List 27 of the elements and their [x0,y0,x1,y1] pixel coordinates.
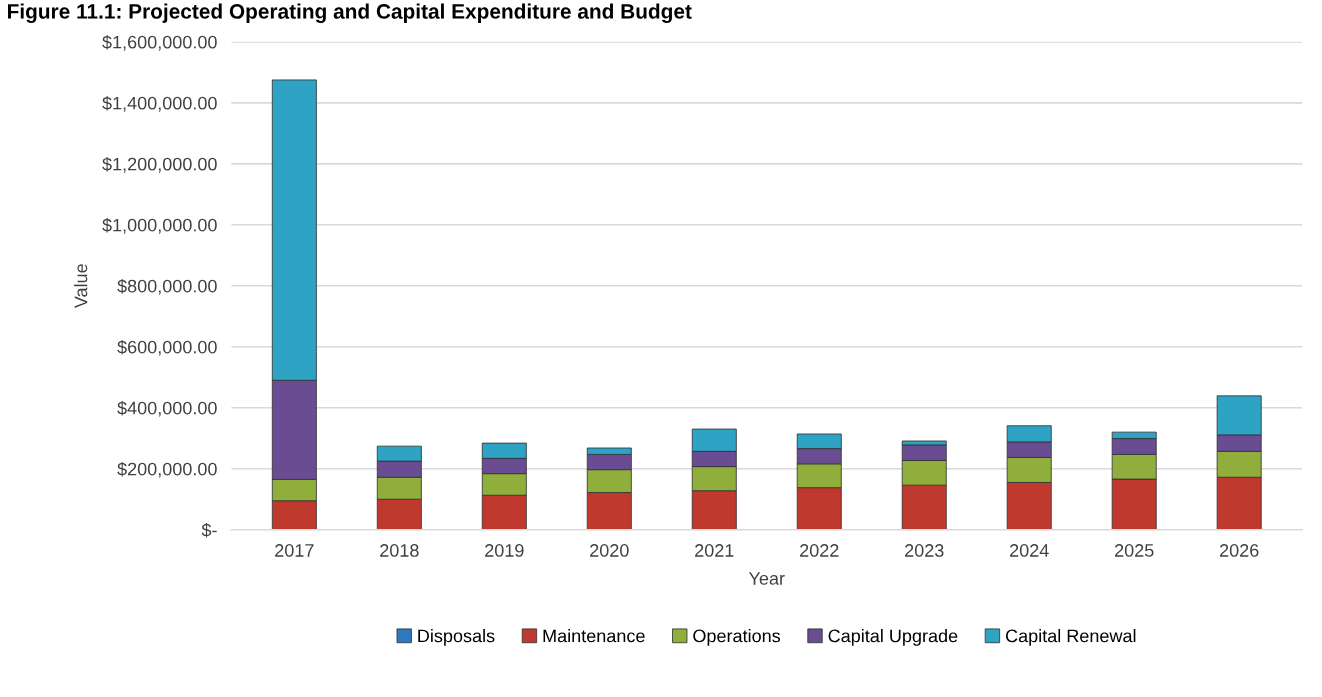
y-tick-label: $600,000.00 [117,339,217,356]
legend-label: Maintenance [543,629,645,643]
y-tick-label: $200,000.00 [117,461,217,478]
y-tick-label: $1,000,000.00 [102,217,217,234]
x-tick-label: 2025 [1115,544,1154,557]
y-tick-label: $1,600,000.00 [102,35,217,51]
x-tick-label: 2026 [1220,544,1259,557]
y-axis-title: Value [74,264,88,309]
x-tick-label: 2021 [695,544,734,557]
legend-label: Operations [693,629,781,646]
x-tick-label: 2023 [905,544,944,557]
legend-label: Capital Renewal [1005,629,1136,646]
x-tick-label: 2022 [800,544,839,557]
y-tick-label: $400,000.00 [117,400,217,417]
x-axis-title: Year [748,572,785,585]
legend-label: Capital Upgrade [828,629,958,646]
y-tick-label: $800,000.00 [117,278,217,295]
x-tick-label: 2024 [1010,544,1049,557]
y-tick-label: $1,400,000.00 [102,95,217,112]
chart-title: Figure 11.1: Projected Operating and Capital Expenditure and Budget [8,3,692,23]
y-tick-label: $- [201,522,217,538]
x-tick-label: 2018 [380,544,419,557]
x-tick-label: 2019 [485,544,524,557]
x-tick-label: 2017 [275,544,314,557]
y-tick-label: $1,200,000.00 [102,156,217,173]
legend-label: Disposals [418,629,495,646]
x-tick-label: 2020 [590,544,629,557]
